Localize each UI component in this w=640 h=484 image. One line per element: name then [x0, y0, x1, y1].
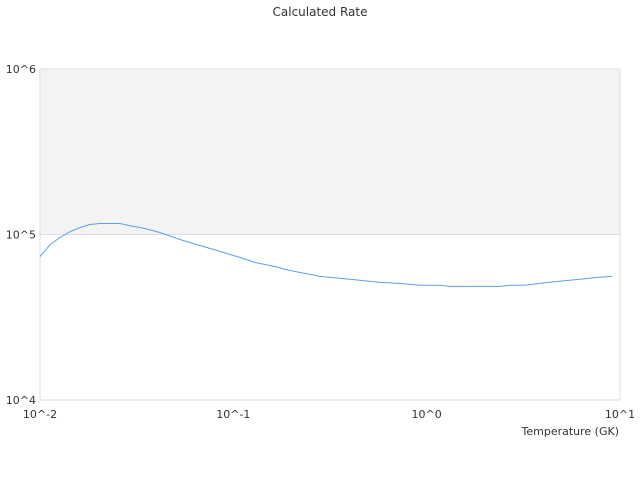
y-tick-label: 10^4	[6, 394, 36, 407]
y-tick-label: 10^6	[6, 63, 36, 76]
plot-bands	[40, 69, 620, 235]
x-tick-label: 10^-2	[23, 408, 57, 421]
x-axis-label: Temperature (GK)	[521, 425, 620, 438]
x-tick-label: 10^-1	[216, 408, 250, 421]
chart-title: Calculated Rate	[273, 5, 368, 19]
grid-lines	[39, 68, 621, 401]
series-line	[39, 223, 613, 287]
plot-band	[40, 69, 620, 235]
x-tick-label: 10^1	[605, 408, 635, 421]
y-tick-label: 10^5	[6, 229, 36, 242]
x-tick-label: 10^0	[412, 408, 442, 421]
